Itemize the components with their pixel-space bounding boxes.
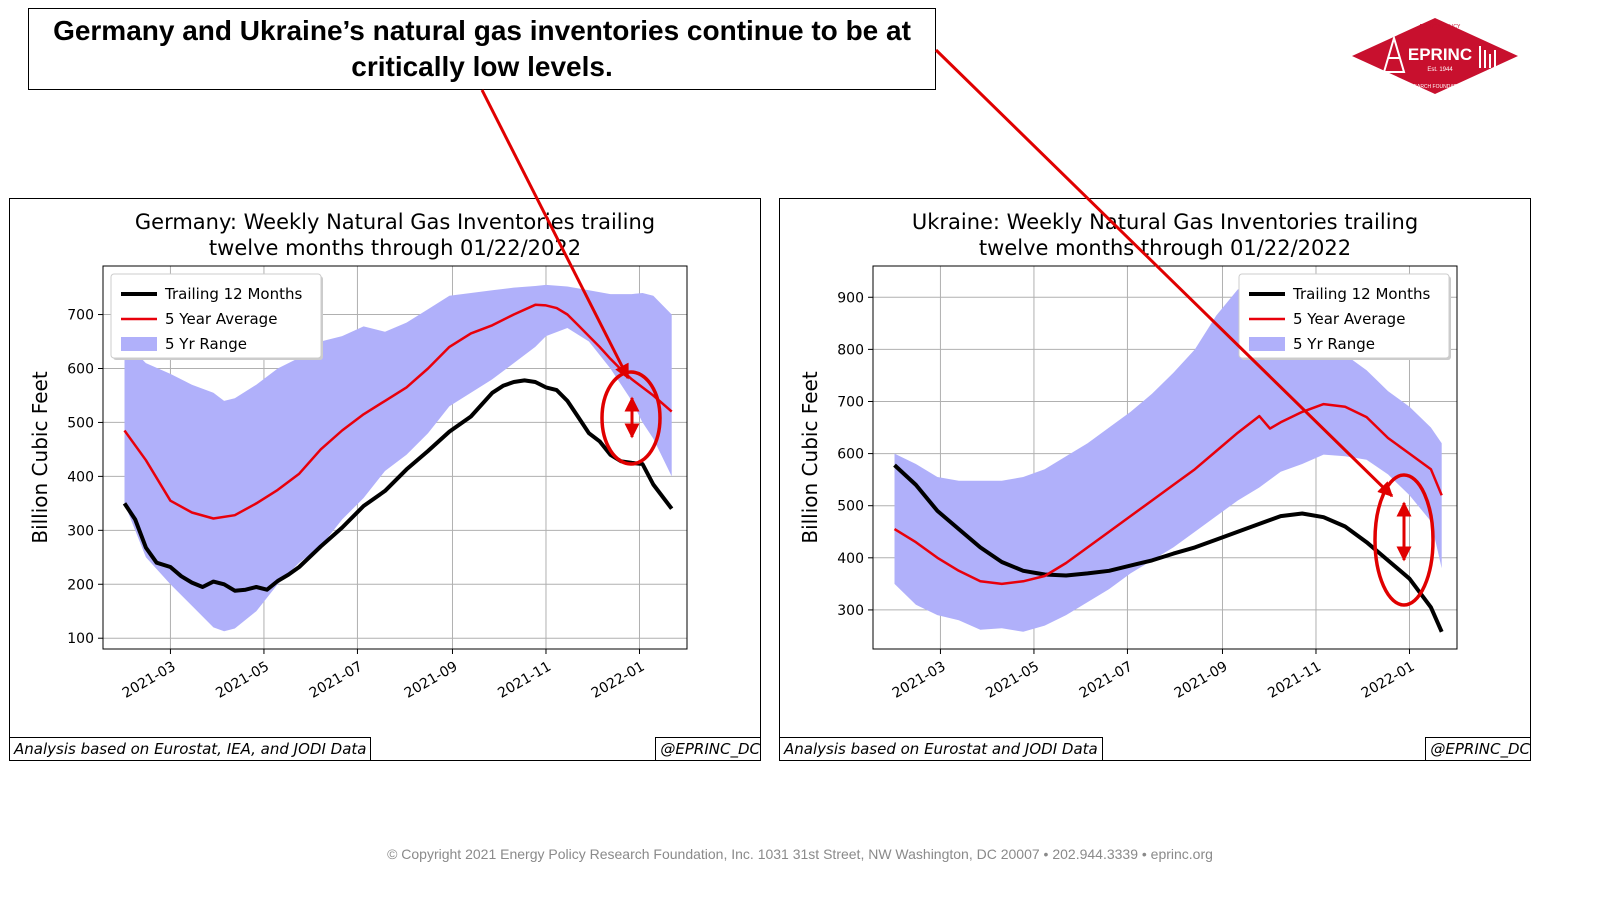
germany-chart: Germany: Weekly Natural Gas Inventories … xyxy=(28,210,688,702)
ukraine-x-tick-label: 2022-01 xyxy=(1359,659,1418,702)
germany-y-tick-label: 700 xyxy=(67,308,94,324)
germany-y-tick-label: 300 xyxy=(67,523,94,539)
ukraine-y-tick-label: 800 xyxy=(837,342,864,358)
logo-ring-bottom: RESEARCH FOUNDATION INC. xyxy=(1403,84,1476,90)
ukraine-y-tick-label: 700 xyxy=(837,394,864,410)
ukraine-source-note: Analysis based on Eurostat and JODI Data xyxy=(779,737,1103,761)
germany-range-band xyxy=(124,284,672,632)
ukraine-legend-label: 5 Year Average xyxy=(1293,310,1405,328)
ukraine-legend: Trailing 12 Months 5 Year Average 5 Yr Ran… xyxy=(1238,273,1451,360)
logo-established: Est. 1944 xyxy=(1427,67,1453,73)
germany-x-tick-label: 2021-03 xyxy=(120,659,179,702)
germany-y-tick-label: 500 xyxy=(67,415,94,431)
ukraine-x-tick-label: 2021-05 xyxy=(983,659,1042,702)
ukraine-y-axis-label: Billion Cubic Feet xyxy=(798,371,822,543)
ukraine-chart: Ukraine: Weekly Natural Gas Inventories … xyxy=(798,210,1458,702)
germany-y-tick-label: 100 xyxy=(67,631,94,647)
ukraine-y-tick-label: 300 xyxy=(837,603,864,619)
logo-wordmark: EPRINC xyxy=(1408,45,1472,64)
germany-x-tick-label: 2021-07 xyxy=(307,659,366,702)
ukraine-x-tick-label: 2021-07 xyxy=(1077,659,1136,702)
germany-y-tick-label: 200 xyxy=(67,577,94,593)
germany-chart-panel: Germany: Weekly Natural Gas Inventories … xyxy=(9,198,761,761)
germany-legend-label: 5 Year Average xyxy=(165,310,277,328)
ukraine-y-tick-label: 600 xyxy=(837,447,864,463)
germany-y-tick-label: 600 xyxy=(67,361,94,377)
germany-x-tick-label: 2021-11 xyxy=(495,659,554,702)
germany-legend-box xyxy=(110,273,322,359)
germany-chart-title-line: twelve months through 01/22/2022 xyxy=(209,236,581,260)
germany-axes-frame xyxy=(102,265,688,650)
logo-plate xyxy=(1406,40,1474,70)
ukraine-chart-panel: Ukraine: Weekly Natural Gas Inventories … xyxy=(779,198,1531,761)
germany-handle-note: @EPRINC_DC xyxy=(655,737,761,761)
ukraine-x-tick-label: 2021-03 xyxy=(890,659,949,702)
ukraine-legend-swatch-range xyxy=(1249,337,1285,351)
ukraine-chart-title-line: twelve months through 01/22/2022 xyxy=(979,236,1351,260)
ukraine-handle-note: @EPRINC_DC xyxy=(1425,737,1531,761)
ukraine-legend-label: 5 Yr Range xyxy=(1293,335,1375,353)
germany-trailing-line xyxy=(122,378,674,593)
ukraine-trailing-line xyxy=(893,463,1444,633)
germany-y-tick-label: 400 xyxy=(67,469,94,485)
logo-ring-top: ENERGY POLICY xyxy=(1420,24,1461,30)
eprinc-logo: EPRINC Est. 1944 ENERGY POLICY RESEARCH … xyxy=(1352,18,1518,94)
logo-refinery-icon xyxy=(1479,46,1496,68)
germany-legend-label: Trailing 12 Months xyxy=(164,285,302,303)
headline-text: Germany and Ukraine’s natural gas invent… xyxy=(53,15,911,82)
germany-x-tick-label: 2021-05 xyxy=(213,659,272,702)
germany-source-note: Analysis based on Eurostat, IEA, and JOD… xyxy=(9,737,372,761)
germany-y-axis-label: Billion Cubic Feet xyxy=(28,371,52,543)
copyright-footer: © Copyright 2021 Energy Policy Research … xyxy=(387,846,1213,862)
germany-x-tick-label: 2022-01 xyxy=(589,659,648,702)
ukraine-legend-label: Trailing 12 Months xyxy=(1292,285,1430,303)
ukraine-x-tick-label: 2021-09 xyxy=(1172,659,1231,702)
ukraine-y-tick-label: 900 xyxy=(837,290,864,306)
germany-chart-title-line: Germany: Weekly Natural Gas Inventories … xyxy=(135,210,655,234)
ukraine-y-tick-label: 400 xyxy=(837,551,864,567)
headline-box: Germany and Ukraine’s natural gas invent… xyxy=(28,8,936,90)
germany-legend-label: 5 Yr Range xyxy=(165,335,247,353)
ukraine-x-tick-label: 2021-11 xyxy=(1265,659,1324,702)
germany-x-tick-label: 2021-09 xyxy=(402,659,461,702)
germany-legend-swatch-range xyxy=(121,337,157,351)
ukraine-y-tick-label: 500 xyxy=(837,499,864,515)
germany-legend: Trailing 12 Months 5 Year Average 5 Yr Ran… xyxy=(110,273,323,360)
ukraine-chart-title-line: Ukraine: Weekly Natural Gas Inventories … xyxy=(912,210,1418,234)
